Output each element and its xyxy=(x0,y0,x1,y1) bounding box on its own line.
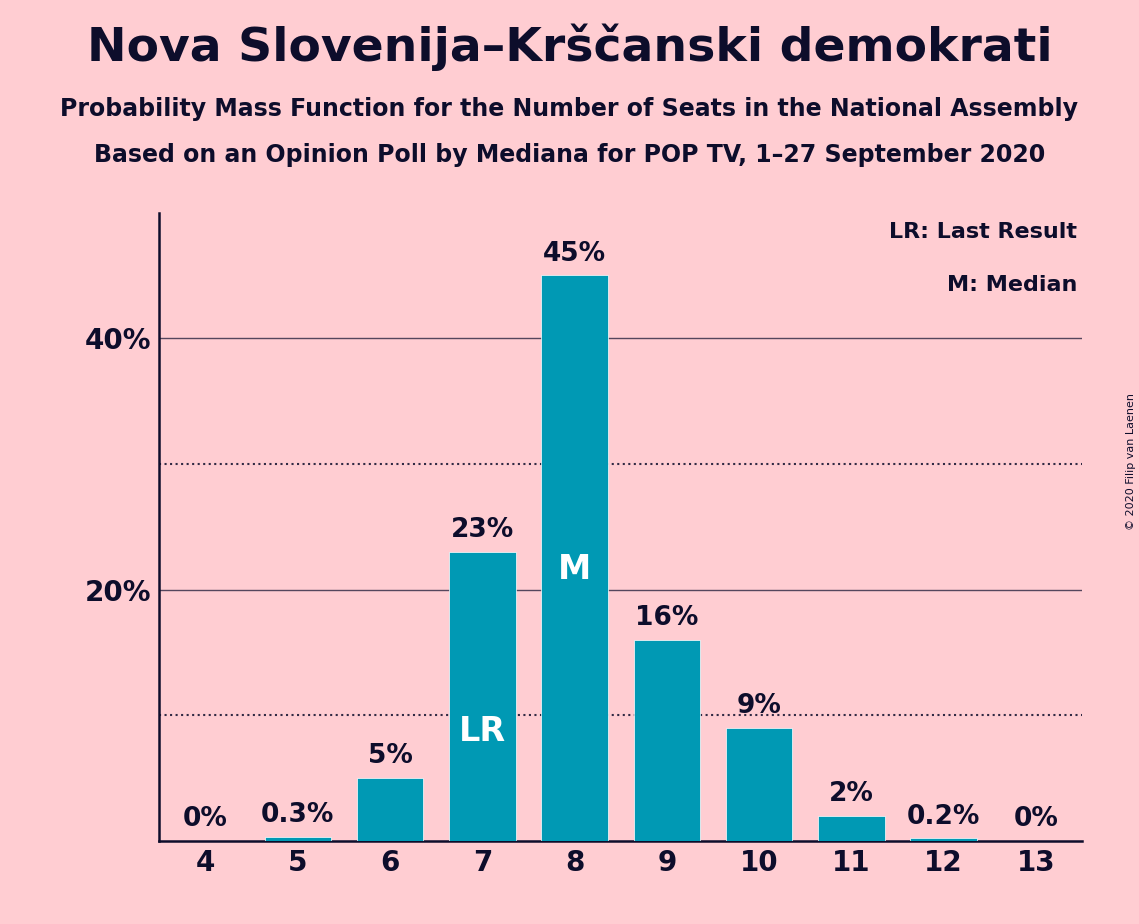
Bar xyxy=(449,552,516,841)
Text: Nova Slovenija–Krščanski demokrati: Nova Slovenija–Krščanski demokrati xyxy=(87,23,1052,70)
Bar xyxy=(818,816,885,841)
Text: 2%: 2% xyxy=(829,781,874,807)
Text: LR: Last Result: LR: Last Result xyxy=(890,222,1077,242)
Bar xyxy=(633,639,700,841)
Text: 0.3%: 0.3% xyxy=(261,802,335,828)
Text: 45%: 45% xyxy=(543,240,606,266)
Text: 5%: 5% xyxy=(368,743,412,769)
Bar xyxy=(910,838,977,841)
Text: Based on an Opinion Poll by Mediana for POP TV, 1–27 September 2020: Based on an Opinion Poll by Mediana for … xyxy=(93,143,1046,167)
Text: 0%: 0% xyxy=(183,806,228,832)
Text: 23%: 23% xyxy=(451,517,514,543)
Text: 9%: 9% xyxy=(737,693,781,719)
Text: 0.2%: 0.2% xyxy=(907,804,981,830)
Text: LR: LR xyxy=(459,714,506,748)
Text: 16%: 16% xyxy=(636,605,698,631)
Bar xyxy=(357,778,424,841)
Bar xyxy=(726,728,793,841)
Text: 0%: 0% xyxy=(1014,806,1058,832)
Bar xyxy=(264,837,331,841)
Text: M: Median: M: Median xyxy=(947,275,1077,296)
Text: Probability Mass Function for the Number of Seats in the National Assembly: Probability Mass Function for the Number… xyxy=(60,97,1079,121)
Text: M: M xyxy=(558,553,591,586)
Text: © 2020 Filip van Laenen: © 2020 Filip van Laenen xyxy=(1126,394,1136,530)
Bar xyxy=(541,275,608,841)
